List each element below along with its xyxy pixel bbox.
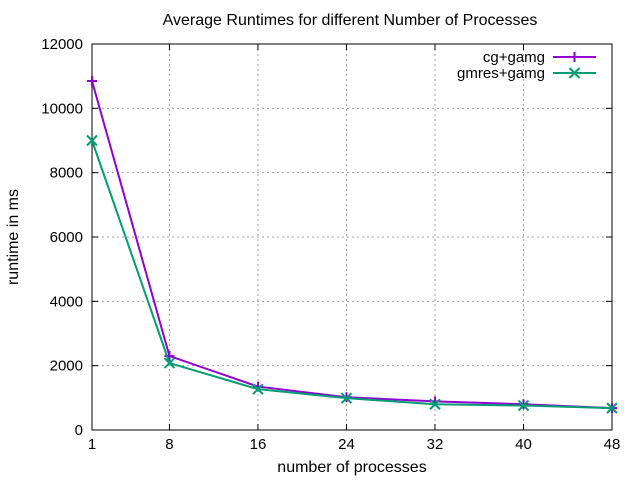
legend-item: gmres+gamg [457, 65, 596, 82]
y-axis-label: runtime in ms [5, 189, 22, 285]
marker-stroke [340, 392, 353, 404]
series-line [91, 140, 613, 410]
data-point [163, 357, 176, 369]
legend-marker [569, 52, 580, 62]
data-point [87, 75, 97, 86]
marker-stroke [517, 399, 530, 412]
x-tick-label: 48 [604, 436, 621, 453]
data-point [517, 399, 530, 412]
x-axis-label: number of processes [277, 459, 426, 476]
data-point [86, 134, 98, 147]
axis-ticks: 0 2000 4000 6000 8000 10000 12000 1 8 16 24 32 40 48 [41, 36, 620, 453]
x-tick-label: 24 [338, 436, 355, 453]
y-tick-label: 12000 [41, 36, 83, 53]
data-point [252, 383, 264, 395]
chart-title: Average Runtimes for different Number of… [163, 12, 538, 29]
marker-stroke [163, 357, 176, 369]
y-tick-label: 8000 [50, 165, 83, 182]
marker-stroke [429, 398, 441, 410]
y-tick-label: 10000 [41, 100, 83, 117]
marker-stroke [606, 402, 618, 414]
x-tick-label: 16 [250, 436, 267, 453]
y-tick-label: 4000 [50, 293, 83, 310]
marker-stroke [568, 67, 581, 79]
series-lines [86, 75, 618, 414]
data-point [606, 402, 618, 414]
y-tick-label: 2000 [50, 358, 83, 375]
marker-stroke [86, 134, 98, 147]
marker-stroke [252, 383, 264, 395]
y-tick-label: 0 [75, 422, 83, 439]
data-point [429, 398, 441, 410]
x-tick-label: 8 [165, 436, 173, 453]
x-tick-label: 40 [515, 436, 532, 453]
grid [92, 44, 612, 430]
legend-item: cg+gamg [483, 49, 596, 66]
legend-label: gmres+gamg [457, 65, 545, 82]
data-point [340, 392, 353, 404]
x-tick-label: 1 [88, 436, 96, 453]
legend-label: cg+gamg [483, 49, 545, 66]
y-tick-label: 6000 [50, 229, 83, 246]
series-gmres-gamg [86, 134, 618, 414]
legend-marker [568, 67, 581, 79]
x-tick-label: 32 [427, 436, 444, 453]
series-cg-gamg [87, 75, 617, 414]
